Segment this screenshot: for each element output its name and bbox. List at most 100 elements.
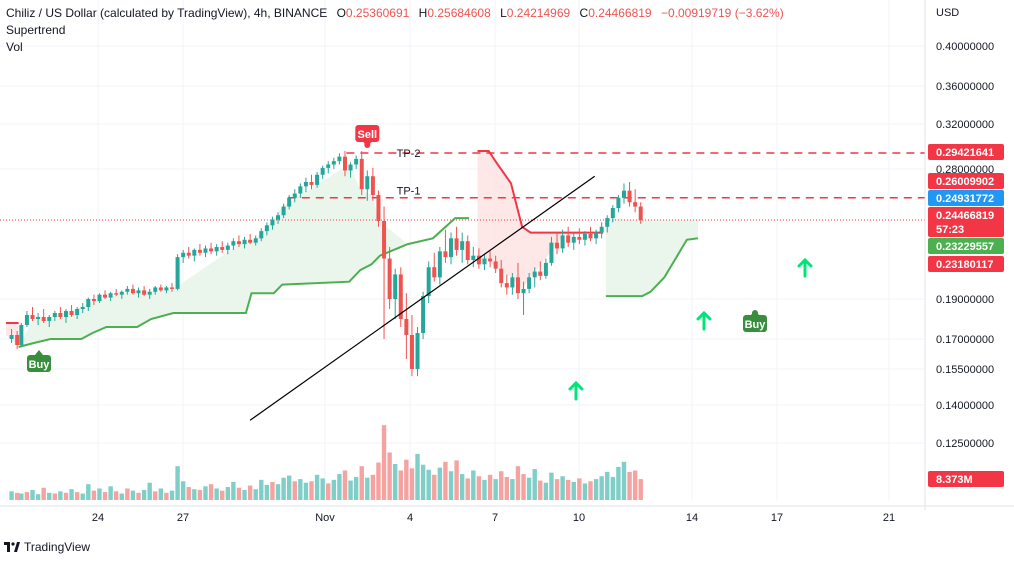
volume-bar xyxy=(471,470,476,500)
candle-body xyxy=(287,197,292,207)
candle-body xyxy=(638,206,643,220)
candle-body xyxy=(510,277,515,288)
candle-body xyxy=(504,283,509,288)
volume-bar xyxy=(275,484,281,500)
candle-body xyxy=(231,241,236,246)
volume-bar xyxy=(164,492,169,500)
indicator-volume[interactable]: Vol xyxy=(6,40,23,54)
volume-bar xyxy=(426,469,431,500)
candle-body xyxy=(370,176,375,195)
close-label: C xyxy=(579,6,589,20)
candle-body xyxy=(36,317,41,319)
volume-bar xyxy=(303,482,309,500)
volume-bar xyxy=(264,484,270,500)
candle-body xyxy=(114,293,119,295)
volume-bar xyxy=(499,471,504,500)
volume-bar xyxy=(432,474,437,500)
candle-body xyxy=(382,221,387,259)
open-label: O xyxy=(336,6,346,20)
candle-body xyxy=(621,190,626,198)
volume-bar xyxy=(571,482,576,500)
volume-bar xyxy=(102,492,108,500)
volume-bar xyxy=(454,460,459,500)
price-tag-label: 0.24931772 xyxy=(936,193,994,205)
volume-bar xyxy=(359,466,364,500)
candle-body xyxy=(192,249,197,256)
candle-body xyxy=(298,186,303,194)
candle-body xyxy=(437,251,442,278)
volume-bar xyxy=(186,487,191,500)
trendline[interactable] xyxy=(249,175,596,421)
candle-body xyxy=(209,248,214,252)
volume-bar xyxy=(376,462,381,500)
candle-body xyxy=(225,245,230,250)
volume-bar xyxy=(415,453,420,500)
price-tag-bg xyxy=(928,190,1004,206)
volume-bar xyxy=(476,476,482,500)
volume-bar xyxy=(80,493,85,500)
volume-bar xyxy=(459,474,465,500)
candle-body xyxy=(147,291,152,295)
candle-body xyxy=(331,161,336,165)
candle-body xyxy=(404,319,409,335)
candle-body xyxy=(582,234,587,240)
sell-signal-dot xyxy=(364,142,371,148)
volume-bar xyxy=(398,470,403,500)
volume-bar xyxy=(114,491,119,500)
buy-signal-1-box xyxy=(27,355,51,372)
price-tick-label: 0.40000000 xyxy=(936,41,994,53)
volume-bar xyxy=(560,476,565,500)
candle-body xyxy=(197,249,202,253)
volume-bar xyxy=(554,479,560,500)
price-tick-label: 0.15500000 xyxy=(936,364,994,376)
volume-bar xyxy=(365,477,370,500)
candle-body xyxy=(348,164,353,171)
candle-body xyxy=(376,195,381,221)
candle-body xyxy=(555,242,560,249)
price-tag-bg xyxy=(928,144,1004,160)
volume-bar xyxy=(532,469,537,500)
price-tag-label: 57:23 xyxy=(936,224,964,236)
volume-bar xyxy=(180,481,186,500)
candle-body xyxy=(142,290,147,295)
tradingview-brand[interactable]: TradingView xyxy=(4,540,90,554)
volume-bar xyxy=(510,479,515,500)
volume-bar xyxy=(437,467,443,500)
candle-body xyxy=(303,182,308,187)
volume-bar xyxy=(582,483,588,500)
indicator-supertrend[interactable]: Supertrend xyxy=(6,23,66,37)
time-tick-label: 27 xyxy=(177,512,189,524)
price-tag-label: 0.24466819 xyxy=(936,210,994,222)
currency-label: USD xyxy=(936,7,959,19)
time-axis[interactable]: 24 27 Nov 4 7 10 14 17 21 xyxy=(0,505,1014,524)
candle-body xyxy=(499,268,504,284)
volume-bar xyxy=(86,484,91,500)
candle-body xyxy=(264,225,269,232)
candle-body xyxy=(220,247,225,250)
candle-body xyxy=(616,197,621,208)
candle-body xyxy=(521,288,526,294)
volume-bar xyxy=(420,464,426,500)
candle-body xyxy=(248,239,253,243)
volume-bar xyxy=(381,425,387,500)
volume-bar xyxy=(58,491,63,500)
volume-bar xyxy=(270,482,275,500)
candle-body xyxy=(365,176,370,190)
candle-body xyxy=(577,236,582,240)
candle-body xyxy=(24,315,29,325)
time-tick-label: 24 xyxy=(92,512,104,524)
price-tick-label: 0.19000000 xyxy=(936,294,994,306)
candle-body xyxy=(253,238,258,243)
volume-bar xyxy=(621,461,627,500)
candle-body xyxy=(175,257,180,289)
candle-body xyxy=(488,258,493,262)
volume-bar xyxy=(465,478,470,500)
candle-body xyxy=(125,288,130,292)
candle-body xyxy=(454,238,459,250)
candle-body xyxy=(387,258,392,299)
time-tick-label: 17 xyxy=(771,512,783,524)
candle-body xyxy=(482,258,487,265)
candle-body xyxy=(538,271,543,276)
price-axis[interactable]: USD0.400000000.360000000.320000000.28000… xyxy=(924,0,1014,510)
